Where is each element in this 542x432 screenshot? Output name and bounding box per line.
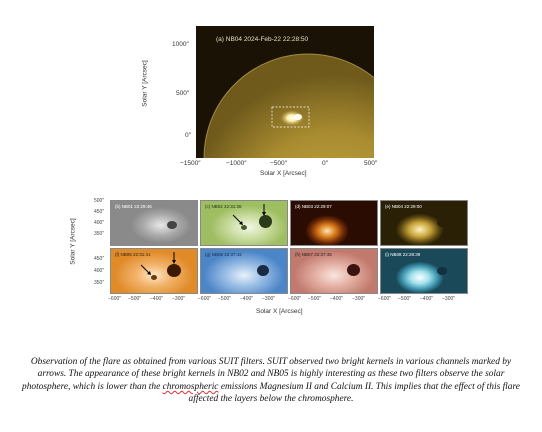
top-ylabel: Solar Y [Arcsec] — [141, 60, 149, 107]
top-xtick: −1500″ — [180, 160, 201, 167]
arrow-icon — [262, 204, 266, 216]
arrow-icon — [172, 252, 176, 264]
filter-panel-nb01: (b) NB01 22:29:46 — [110, 200, 198, 246]
top-panel-label: (a) NB04 2024-Feb-22 22:28:50 — [216, 36, 309, 43]
arrow-icon — [140, 264, 151, 275]
filter-panel-nb03: (d) NB03 22:29:07 — [290, 200, 378, 246]
grid-xtick: −500″ — [218, 296, 232, 302]
caption-underlined-word: chromospheric — [162, 381, 219, 392]
filter-panel-nb05: (f) NB05 22:31:41 — [110, 248, 198, 294]
top-ytick: 0″ — [185, 132, 191, 139]
dark-spot — [347, 264, 360, 276]
grid-ytick: 350″ — [94, 231, 105, 237]
grid-xtick: −500″ — [398, 296, 412, 302]
panel-label: (h) NB07 22:37:45 — [295, 252, 332, 257]
top-solar-image — [196, 26, 374, 158]
grid-xtick: −600″ — [288, 296, 302, 302]
top-xtick: −500″ — [270, 160, 287, 167]
caption-text: Observation of the flare as obtained fro… — [22, 357, 512, 392]
panel-label: (d) NB03 22:29:07 — [295, 204, 332, 209]
top-xtick: 0″ — [322, 160, 328, 167]
dark-spot — [151, 275, 157, 280]
grid-xtick: −600″ — [108, 296, 122, 302]
panel-label: (c) NB02 22:31:36 — [205, 204, 242, 209]
grid-xtick: −500″ — [308, 296, 322, 302]
dark-spot — [241, 225, 247, 230]
dark-spot — [259, 215, 272, 228]
filter-panel-nb06: (g) NB06 22:37:42 — [200, 248, 288, 294]
grid-xlabel: Solar X [Arcsec] — [256, 308, 303, 315]
arrow-icon — [232, 214, 243, 225]
filter-panel-nb04: (e) NB04 22:29:00 — [380, 200, 468, 246]
grid-xtick: −300″ — [172, 296, 186, 302]
top-ytick: 500″ — [176, 90, 190, 97]
grid-xtick: −400″ — [330, 296, 344, 302]
grid-xtick: −600″ — [378, 296, 392, 302]
dark-spot — [437, 219, 447, 227]
grid-xtick: −600″ — [198, 296, 212, 302]
dark-spot — [257, 265, 269, 276]
panel-label: (i) NB08 22:28:39 — [385, 252, 421, 257]
grid-ytick: 450″ — [94, 209, 105, 215]
grid-figure: Solar Y [Arcsec] 500″ 450″ 400″ 350″ 450… — [70, 192, 480, 322]
grid-ytick: 350″ — [94, 280, 105, 286]
region-of-interest-box — [271, 106, 310, 128]
grid-xtick: −400″ — [150, 296, 164, 302]
grid-ytick: 400″ — [94, 268, 105, 274]
filter-panel-nb08: (i) NB08 22:28:39 — [380, 248, 468, 294]
grid-xtick: −300″ — [262, 296, 276, 302]
dark-spot — [167, 221, 177, 229]
filter-panel-nb02: (c) NB02 22:31:36 — [200, 200, 288, 246]
grid-xtick: −300″ — [352, 296, 366, 302]
grid-xtick: −300″ — [442, 296, 456, 302]
top-xtick: 500″ — [364, 160, 378, 167]
solar-limb — [203, 53, 374, 158]
solar-disk — [204, 54, 374, 158]
top-xlabel: Solar X [Arcsec] — [260, 170, 307, 177]
top-figure: Solar Y [Arcsec] 1000″ 500″ 0″ (a) NB04 … — [142, 18, 390, 182]
caption-text: emissions Magnesium II and Calcium II. T… — [188, 381, 520, 405]
filter-panel-nb07: (h) NB07 22:37:45 — [290, 248, 378, 294]
dark-spot — [167, 264, 181, 277]
flare-kernel — [294, 114, 302, 120]
panel-label: (f) NB05 22:31:41 — [115, 252, 151, 257]
top-ytick: 1000″ — [172, 41, 189, 48]
panel-label: (g) NB06 22:37:42 — [205, 252, 242, 257]
figure-caption: Observation of the flare as obtained fro… — [20, 356, 522, 406]
grid-xtick: −400″ — [420, 296, 434, 302]
panel-label: (b) NB01 22:29:46 — [115, 204, 152, 209]
grid-ytick: 500″ — [94, 198, 105, 204]
top-xtick: −1000″ — [226, 160, 247, 167]
grid-xtick: −500″ — [128, 296, 142, 302]
grid-xtick: −400″ — [240, 296, 254, 302]
grid-ytick: 450″ — [94, 256, 105, 262]
panel-label: (e) NB04 22:29:00 — [385, 204, 422, 209]
grid-ytick: 400″ — [94, 220, 105, 226]
grid-ylabel: Solar Y [Arcsec] — [69, 218, 77, 265]
dark-spot — [437, 267, 447, 275]
